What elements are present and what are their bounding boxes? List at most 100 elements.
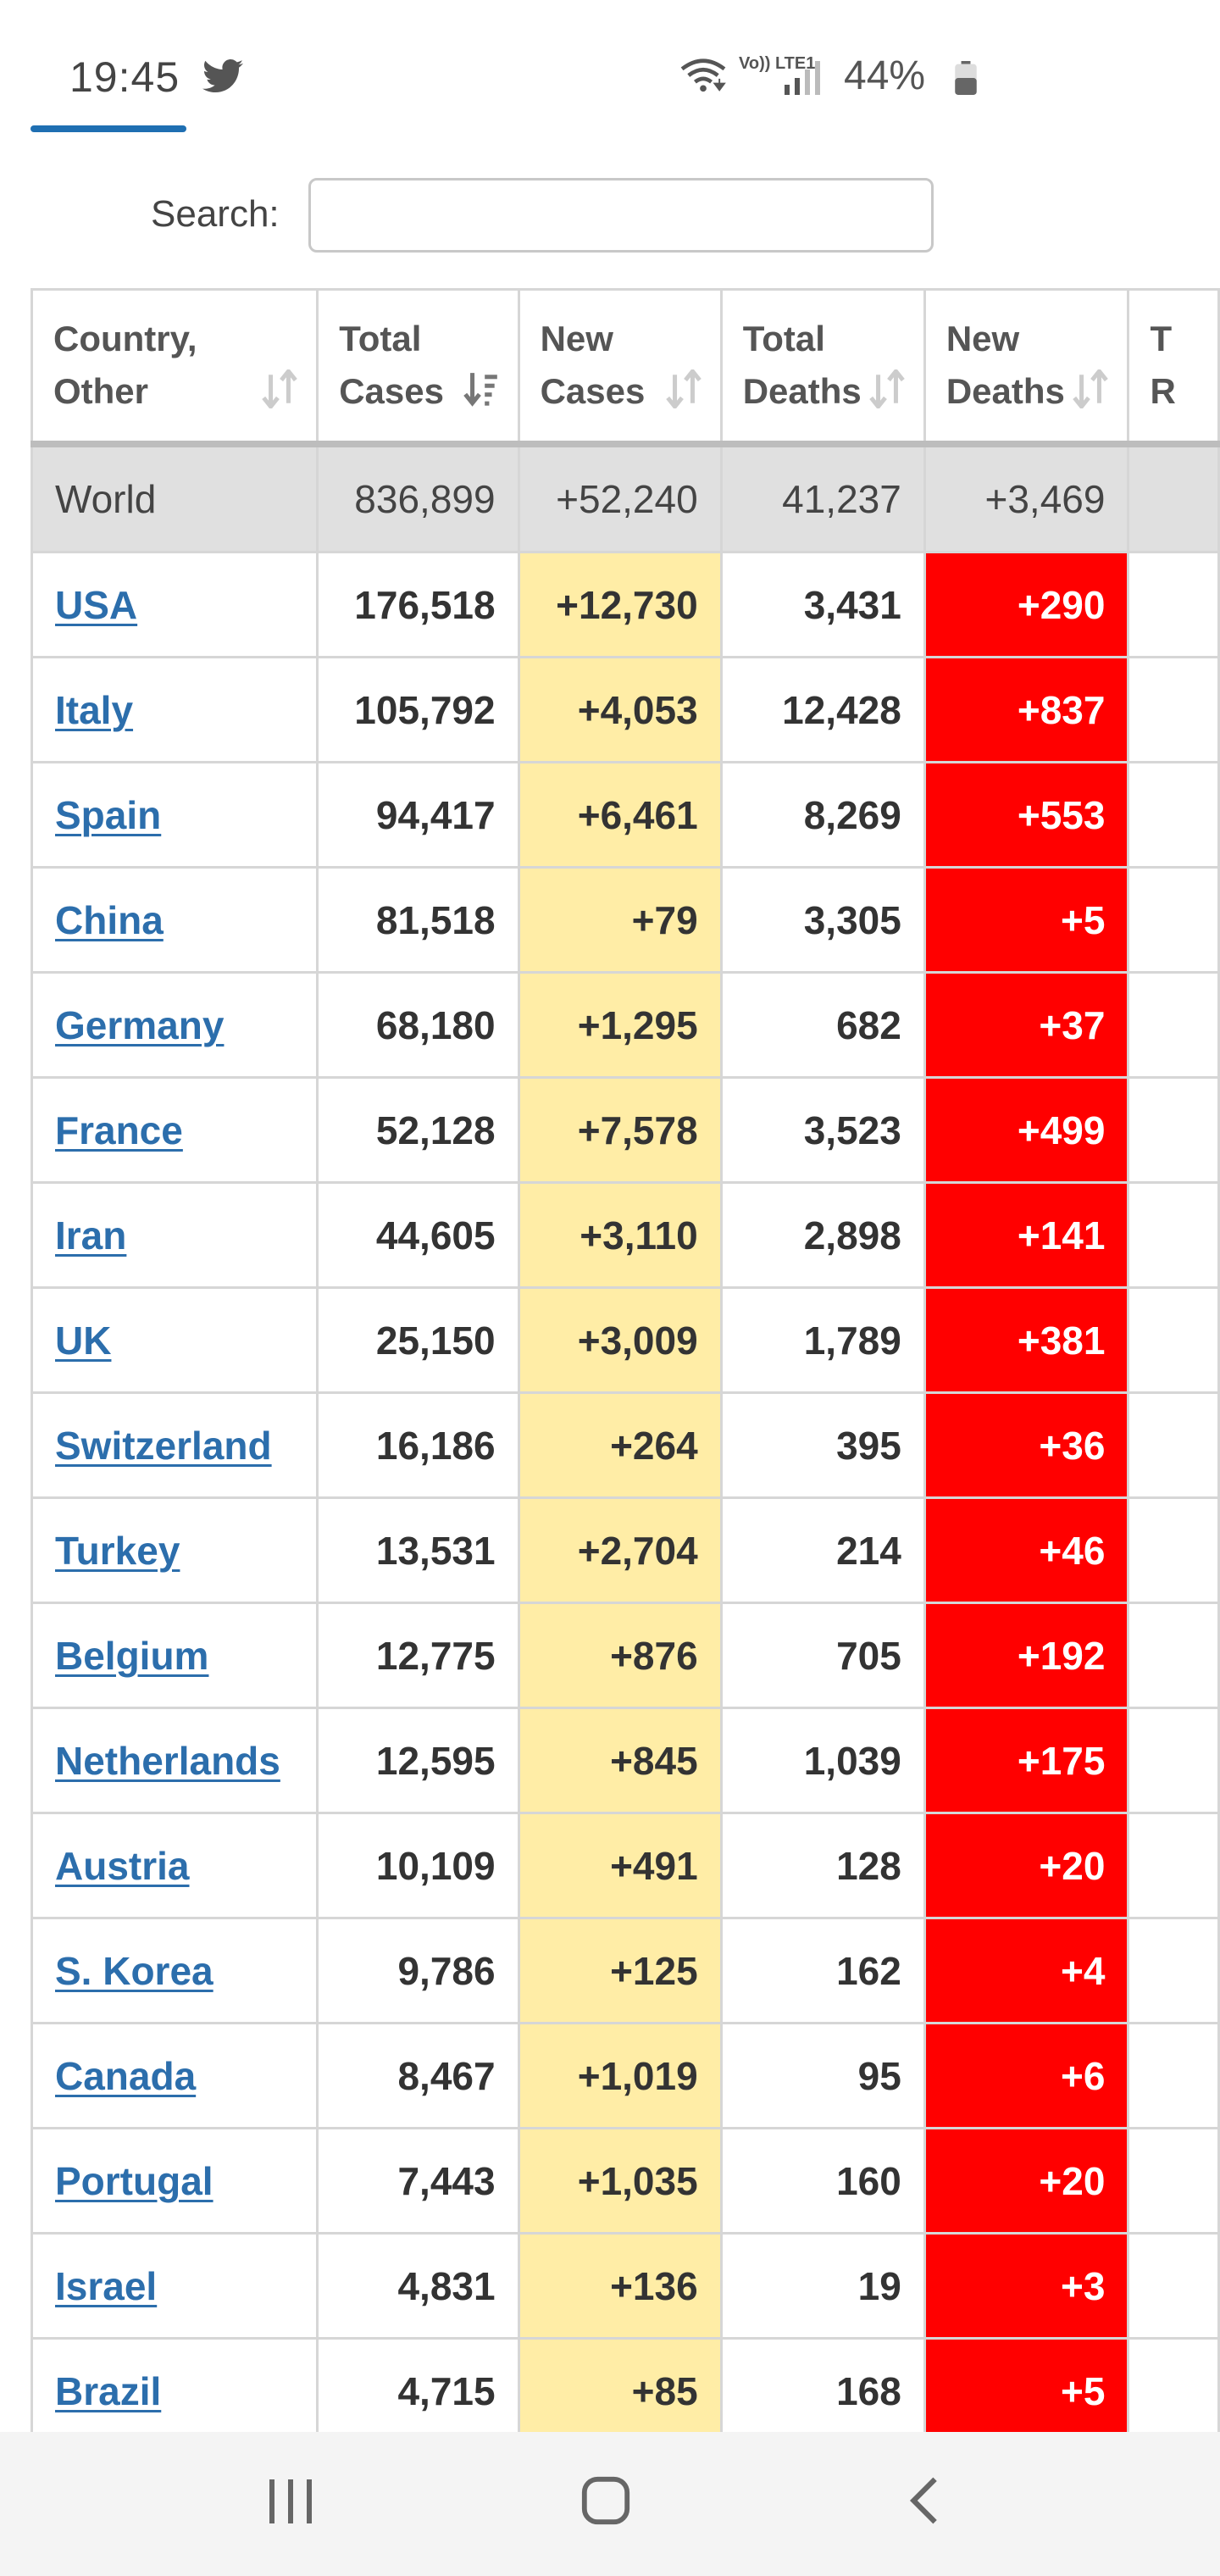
covid-table-container[interactable]: Country, Other Total Cases New Cases Total Deat… <box>30 288 1220 2432</box>
country-link[interactable]: Italy <box>55 687 134 732</box>
table-row: Israel 4,831 +136 19 +3 <box>30 2232 1220 2340</box>
sort-icon[interactable] <box>1073 369 1109 408</box>
new-deaths-cell: +4 <box>923 1917 1130 2024</box>
battery-icon <box>955 61 977 95</box>
new-deaths-cell: +20 <box>923 2127 1130 2235</box>
country-cell: S. Korea <box>30 1917 319 2024</box>
country-cell: USA <box>30 551 319 658</box>
country-cell: China <box>30 866 319 974</box>
twitter-icon <box>202 59 243 92</box>
total-deaths-cell: 3,305 <box>719 866 926 974</box>
country-link[interactable]: USA <box>55 582 138 627</box>
new-cases-cell: +1,295 <box>517 971 723 1079</box>
country-link[interactable]: France <box>55 1108 183 1152</box>
covid-table: Country, Other Total Cases New Cases Total Deat… <box>30 288 1220 2432</box>
total-cases-cell: 4,715 <box>316 2337 520 2432</box>
header-country[interactable]: Country, Other <box>30 288 319 447</box>
header-new-cases[interactable]: New Cases <box>517 288 723 447</box>
total-deaths-cell: 8,269 <box>719 761 926 869</box>
table-header-row: Country, Other Total Cases New Cases Total Deat… <box>30 288 1220 447</box>
country-link[interactable]: S. Korea <box>55 1948 214 1993</box>
new-cases-cell: +845 <box>517 1707 723 1814</box>
total-deaths-cell: 168 <box>719 2337 926 2432</box>
country-link[interactable]: Spain <box>55 792 162 837</box>
country-link[interactable]: Belgium <box>55 1633 209 1678</box>
sort-icon[interactable] <box>869 369 905 408</box>
header-line: Deaths <box>946 371 1065 412</box>
search-input[interactable] <box>308 178 934 253</box>
battery-percent: 44% <box>844 53 926 98</box>
header-line: Total <box>339 319 422 359</box>
truncated-cell <box>1127 866 1220 974</box>
country-cell: Iran <box>30 1181 319 1289</box>
country-link[interactable]: Canada <box>55 2053 197 2098</box>
sort-icon[interactable] <box>665 369 702 408</box>
header-total-deaths[interactable]: Total Deaths <box>719 288 926 447</box>
truncated-cell <box>1127 1286 1220 1394</box>
table-row: Canada 8,467 +1,019 95 +6 <box>30 2022 1220 2129</box>
sort-icon[interactable] <box>262 369 297 408</box>
header-line: New <box>946 319 1020 359</box>
country-link[interactable]: UK <box>55 1318 112 1363</box>
total-deaths-cell: 682 <box>719 971 926 1079</box>
total-deaths-cell: 160 <box>719 2127 926 2235</box>
new-cases-cell: +264 <box>517 1391 723 1499</box>
table-row: Switzerland 16,186 +264 395 +36 <box>30 1391 1220 1499</box>
new-cases-cell: +876 <box>517 1602 723 1709</box>
truncated-cell <box>1127 442 1220 553</box>
world-row: World 836,899 +52,240 41,237 +3,469 <box>30 442 1220 553</box>
new-cases-cell: +7,578 <box>517 1076 723 1184</box>
total-cases-cell: 10,109 <box>316 1812 520 1919</box>
country-link[interactable]: Germany <box>55 1002 225 1047</box>
new-deaths-cell: +175 <box>923 1707 1130 1814</box>
country-cell: Austria <box>30 1812 319 1919</box>
country-link[interactable]: Israel <box>55 2263 158 2308</box>
new-deaths-cell: +141 <box>923 1181 1130 1289</box>
total-cases-cell: 12,775 <box>316 1602 520 1709</box>
total-cases-cell: 836,899 <box>316 442 520 553</box>
table-row: Italy 105,792 +4,053 12,428 +837 <box>30 656 1220 763</box>
table-body: World 836,899 +52,240 41,237 +3,469 USA 176,51… <box>30 442 1220 2432</box>
truncated-cell <box>1127 656 1220 763</box>
new-deaths-cell: +499 <box>923 1076 1130 1184</box>
country-cell: Canada <box>30 2022 319 2129</box>
truncated-cell <box>1127 551 1220 658</box>
total-cases-cell: 94,417 <box>316 761 520 869</box>
total-cases-cell: 52,128 <box>316 1076 520 1184</box>
country-link[interactable]: China <box>55 897 164 942</box>
header-line: Cases <box>540 371 646 412</box>
country-link[interactable]: Netherlands <box>55 1738 280 1783</box>
country-link[interactable]: Switzerland <box>55 1423 272 1468</box>
country-link[interactable]: Austria <box>55 1843 190 1888</box>
header-line: Cases <box>339 371 444 412</box>
new-deaths-cell: +36 <box>923 1391 1130 1499</box>
home-icon[interactable] <box>580 2474 632 2527</box>
country-link[interactable]: Brazil <box>55 2368 162 2413</box>
android-nav-bar <box>0 2432 1220 2576</box>
new-deaths-cell: +290 <box>923 551 1130 658</box>
total-deaths-cell: 95 <box>719 2022 926 2129</box>
recent-apps-icon[interactable] <box>264 2476 319 2527</box>
table-row: Portugal 7,443 +1,035 160 +20 <box>30 2127 1220 2235</box>
new-deaths-cell: +20 <box>923 1812 1130 1919</box>
header-line: Total <box>742 319 825 359</box>
total-cases-cell: 8,467 <box>316 2022 520 2129</box>
country-link[interactable]: Portugal <box>55 2158 214 2203</box>
total-deaths-cell: 12,428 <box>719 656 926 763</box>
new-cases-cell: +125 <box>517 1917 723 2024</box>
total-cases-cell: 16,186 <box>316 1391 520 1499</box>
header-total-cases[interactable]: Total Cases <box>316 288 520 447</box>
new-cases-cell: +1,035 <box>517 2127 723 2235</box>
sort-descending-icon[interactable] <box>463 369 499 408</box>
header-line: T <box>1150 319 1173 359</box>
total-deaths-cell: 395 <box>719 1391 926 1499</box>
truncated-cell <box>1127 1812 1220 1919</box>
country-link[interactable]: Iran <box>55 1213 127 1257</box>
table-row: USA 176,518 +12,730 3,431 +290 <box>30 551 1220 658</box>
truncated-cell <box>1127 1496 1220 1604</box>
country-cell: Brazil <box>30 2337 319 2432</box>
back-icon[interactable] <box>905 2474 942 2527</box>
header-new-deaths[interactable]: New Deaths <box>923 288 1130 447</box>
country-link[interactable]: Turkey <box>55 1528 180 1573</box>
